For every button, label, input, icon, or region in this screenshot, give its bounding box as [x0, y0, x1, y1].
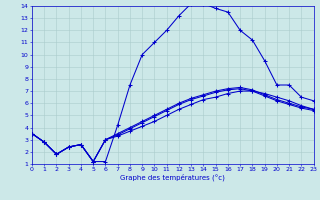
X-axis label: Graphe des températures (°c): Graphe des températures (°c): [120, 174, 225, 181]
